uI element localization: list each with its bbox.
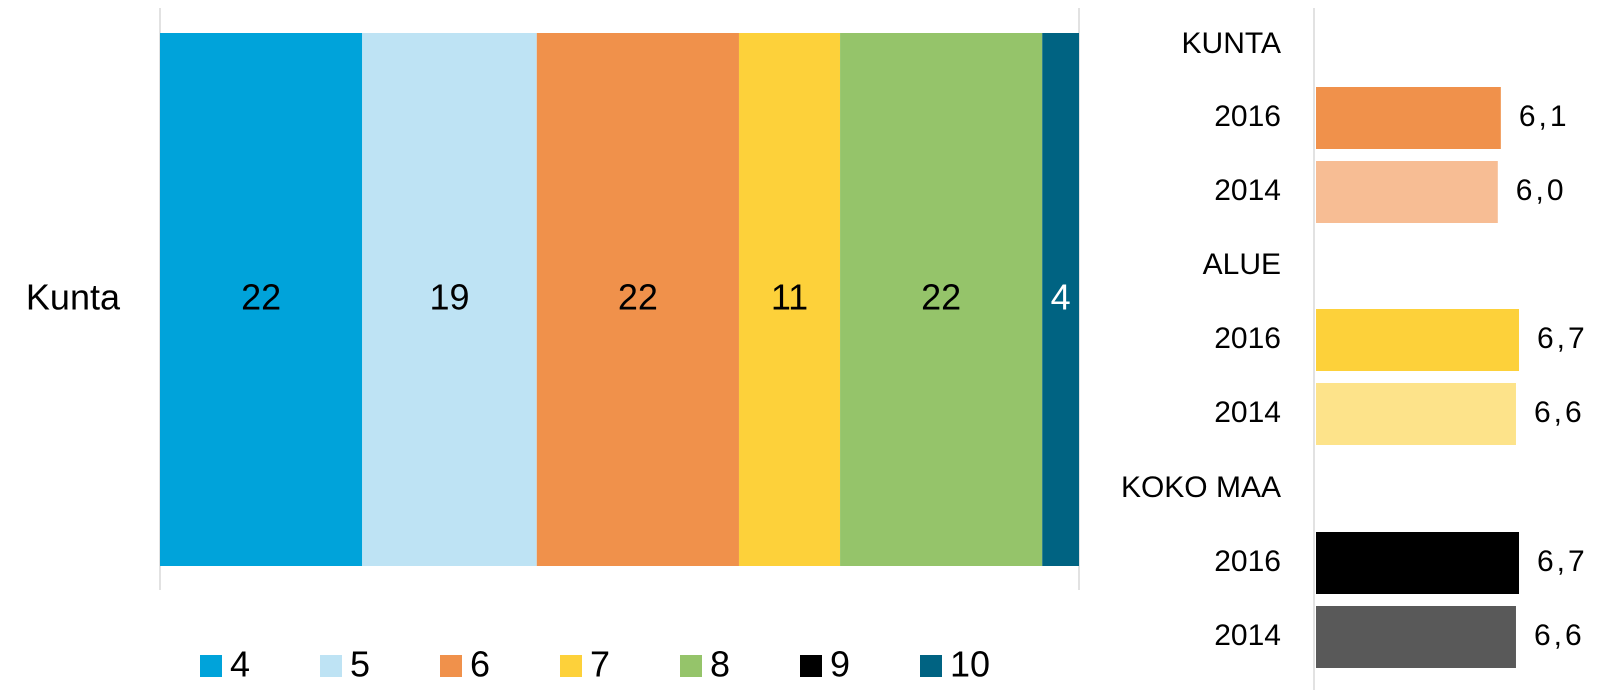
category-label: Kunta: [26, 277, 121, 318]
legend-swatch: [800, 655, 822, 677]
legend-label: 6: [470, 644, 490, 685]
group-label: KUNTA: [1182, 27, 1281, 60]
legend-item-8: 8: [680, 644, 730, 685]
legend-label: 9: [830, 644, 850, 685]
legend-label: 5: [350, 644, 370, 685]
bar-segment-4: [160, 33, 363, 566]
group-label: ALUE: [1203, 248, 1281, 281]
year-label: 2016: [1214, 100, 1281, 133]
value-label: 6,6: [1534, 619, 1585, 652]
bar-alue-2014: [1316, 383, 1516, 445]
data-label-7: 11: [771, 277, 808, 318]
bar-kunta-2014: [1316, 161, 1498, 223]
legend-label: 10: [950, 644, 990, 685]
legend-swatch: [680, 655, 702, 677]
value-label: 6,6: [1534, 396, 1585, 429]
data-label-4: 22: [241, 277, 281, 318]
year-label: 2014: [1214, 619, 1281, 652]
legend-label: 7: [590, 644, 610, 685]
legend-item-4: 4: [200, 644, 250, 685]
year-label: 2014: [1214, 396, 1281, 429]
year-label: 2016: [1214, 322, 1281, 355]
value-label: 6,1: [1519, 100, 1570, 133]
bar-segment-7: [738, 33, 841, 566]
value-label: 6,0: [1516, 174, 1567, 207]
year-label: 2016: [1214, 545, 1281, 578]
bar-kunta-2016: [1316, 87, 1501, 149]
comparison-bars: KUNTA 2016 6,1 2014 6,0 ALUE 2016 6,7 2014 6,6 KOK…: [1121, 27, 1588, 668]
legend-swatch: [320, 655, 342, 677]
legend-swatch: [920, 655, 942, 677]
stacked-bar-segments: 22 19 22 11 22 4: [160, 33, 1079, 566]
data-label-8: 22: [921, 277, 961, 318]
value-label: 6,7: [1537, 545, 1588, 578]
data-label-10: 4: [1051, 277, 1071, 318]
stacked-distribution-chart: Kunta 22 19 22 11 22 4 4 5 6 7 8 9 10: [26, 8, 1080, 685]
legend-swatch: [200, 655, 222, 677]
bar-koko-maa-2014: [1316, 606, 1516, 668]
bar-segment-6: [536, 33, 739, 566]
legend-swatch: [440, 655, 462, 677]
average-comparison-chart: KUNTA 2016 6,1 2014 6,0 ALUE 2016 6,7 2014 6,6 KOK…: [1121, 8, 1588, 690]
bar-segment-5: [362, 33, 537, 566]
legend: 4 5 6 7 8 9 10: [200, 644, 990, 685]
group-label: KOKO MAA: [1121, 471, 1281, 504]
bar-segment-10: [1042, 33, 1079, 566]
year-label: 2014: [1214, 174, 1281, 207]
bar-koko-maa-2016: [1316, 532, 1520, 594]
bar-segment-8: [840, 33, 1043, 566]
legend-item-9: 9: [800, 644, 850, 685]
data-label-5: 19: [429, 277, 469, 318]
legend-label: 8: [710, 644, 730, 685]
value-label: 6,7: [1537, 322, 1588, 355]
data-label-6: 22: [618, 277, 658, 318]
legend-item-10: 10: [920, 644, 990, 685]
legend-item-5: 5: [320, 644, 370, 685]
legend-swatch: [560, 655, 582, 677]
legend-item-7: 7: [560, 644, 610, 685]
legend-label: 4: [230, 644, 250, 685]
legend-item-6: 6: [440, 644, 490, 685]
bar-alue-2016: [1316, 309, 1520, 371]
